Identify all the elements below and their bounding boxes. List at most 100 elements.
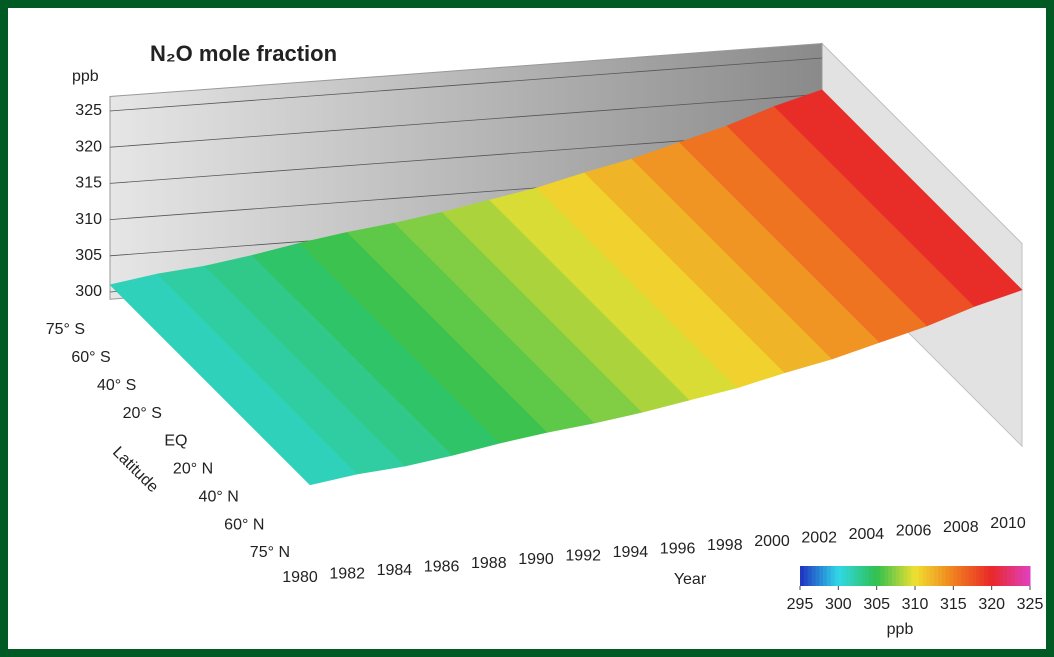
colorbar-cell: [922, 566, 927, 586]
colorbar-cell: [972, 566, 977, 586]
colorbar-tick-label: 295: [787, 596, 814, 613]
latitude-label: 20° S: [123, 405, 162, 422]
colorbar-cell: [842, 566, 847, 586]
x-tick-label: 1984: [377, 562, 413, 579]
x-tick-label: 2002: [801, 530, 837, 547]
colorbar-cell: [918, 566, 924, 586]
x-tick-label: 2000: [754, 533, 790, 550]
colorbar-cell: [1007, 566, 1012, 586]
colorbar-cell: [815, 566, 820, 586]
x-tick-label: 1982: [329, 566, 365, 583]
z-tick-label: 300: [75, 283, 102, 300]
colorbar-cell: [807, 566, 812, 586]
colorbar-cell: [1014, 566, 1019, 586]
colorbar-cell: [964, 566, 970, 586]
colorbar-tick-label: 315: [940, 596, 967, 613]
colorbar-cell: [830, 566, 835, 586]
colorbar-tick-label: 300: [825, 596, 852, 613]
colorbar-cell: [1026, 566, 1031, 586]
grid-line: [109, 93, 823, 148]
latitude-label: 60° N: [224, 516, 264, 533]
colorbar-cell: [899, 566, 904, 586]
x-tick-label: 2010: [990, 515, 1026, 532]
z-tick-label: 320: [75, 138, 102, 155]
colorbar-cell: [915, 566, 920, 586]
latitude-label: 75° N: [250, 544, 290, 561]
surface-strip: [773, 89, 1023, 307]
colorbar-cell: [907, 566, 912, 586]
colorbar-cell: [865, 566, 870, 586]
latitude-label: 40° S: [97, 377, 136, 394]
x-tick-label: 1996: [660, 540, 696, 557]
colorbar-label: ppb: [887, 621, 914, 638]
colorbar-cell: [953, 566, 958, 586]
z-tick-label: 305: [75, 247, 102, 264]
colorbar-tick-label: 310: [902, 596, 929, 613]
colorbar-cell: [1018, 566, 1023, 586]
x-tick-label: 1998: [707, 537, 743, 554]
colorbar-cell: [1022, 566, 1027, 586]
colorbar-cell: [803, 566, 809, 586]
colorbar-cell: [880, 566, 885, 586]
colorbar-cell: [892, 566, 897, 586]
colorbar-cell: [938, 566, 943, 586]
z-axis-label: ppb: [72, 68, 99, 85]
latitude-label: EQ: [164, 433, 187, 450]
colorbar-cell: [872, 566, 878, 586]
colorbar-cell: [995, 566, 1000, 586]
colorbar-tick-label: 325: [1017, 596, 1044, 613]
colorbar-cell: [941, 566, 947, 586]
colorbar-cell: [987, 566, 993, 586]
colorbar-cell: [826, 566, 832, 586]
colorbar-cell: [819, 566, 824, 586]
colorbar-cell: [811, 566, 816, 586]
colorbar-cell: [853, 566, 858, 586]
x-axis-label: Year: [674, 571, 707, 588]
colorbar-tick-label: 320: [978, 596, 1005, 613]
colorbar-cell: [945, 566, 950, 586]
colorbar-cell: [800, 566, 805, 586]
colorbar-cell: [976, 566, 981, 586]
colorbar-cell: [876, 566, 881, 586]
colorbar-cell: [888, 566, 893, 586]
chart-title: N₂O mole fraction: [150, 41, 337, 66]
colorbar-cell: [999, 566, 1004, 586]
z-tick-label: 310: [75, 211, 102, 228]
colorbar-cell: [991, 566, 996, 586]
colorbar-cell: [823, 566, 828, 586]
colorbar-tick-label: 305: [863, 596, 890, 613]
colorbar-cell: [926, 566, 931, 586]
colorbar-cell: [895, 566, 901, 586]
colorbar-cell: [949, 566, 954, 586]
x-tick-label: 1986: [424, 558, 460, 575]
colorbar-cell: [884, 566, 889, 586]
colorbar-cell: [934, 566, 939, 586]
colorbar-cell: [911, 566, 916, 586]
colorbar-cell: [857, 566, 862, 586]
x-tick-label: 1988: [471, 555, 507, 572]
x-tick-label: 1992: [565, 548, 601, 565]
x-tick-label: 1980: [282, 569, 318, 586]
latitude-label: 20° N: [173, 461, 213, 478]
colorbar-cell: [1010, 566, 1016, 586]
colorbar-cell: [930, 566, 935, 586]
colorbar-cell: [903, 566, 908, 586]
colorbar-cell: [968, 566, 973, 586]
x-tick-label: 2006: [896, 522, 932, 539]
colorbar-cell: [846, 566, 851, 586]
colorbar-cell: [984, 566, 989, 586]
x-tick-label: 2008: [943, 519, 979, 536]
latitude-label: 75° S: [46, 321, 85, 338]
colorbar-cell: [838, 566, 843, 586]
colorbar-cell: [861, 566, 866, 586]
x-tick-label: 1994: [613, 544, 649, 561]
x-tick-label: 1990: [518, 551, 554, 568]
colorbar-cell: [834, 566, 839, 586]
z-tick-label: 325: [75, 102, 102, 119]
colorbar-cell: [957, 566, 962, 586]
colorbar-cell: [849, 566, 855, 586]
colorbar-cell: [980, 566, 985, 586]
latitude-label: 60° S: [71, 349, 110, 366]
x-tick-label: 2004: [849, 526, 885, 543]
